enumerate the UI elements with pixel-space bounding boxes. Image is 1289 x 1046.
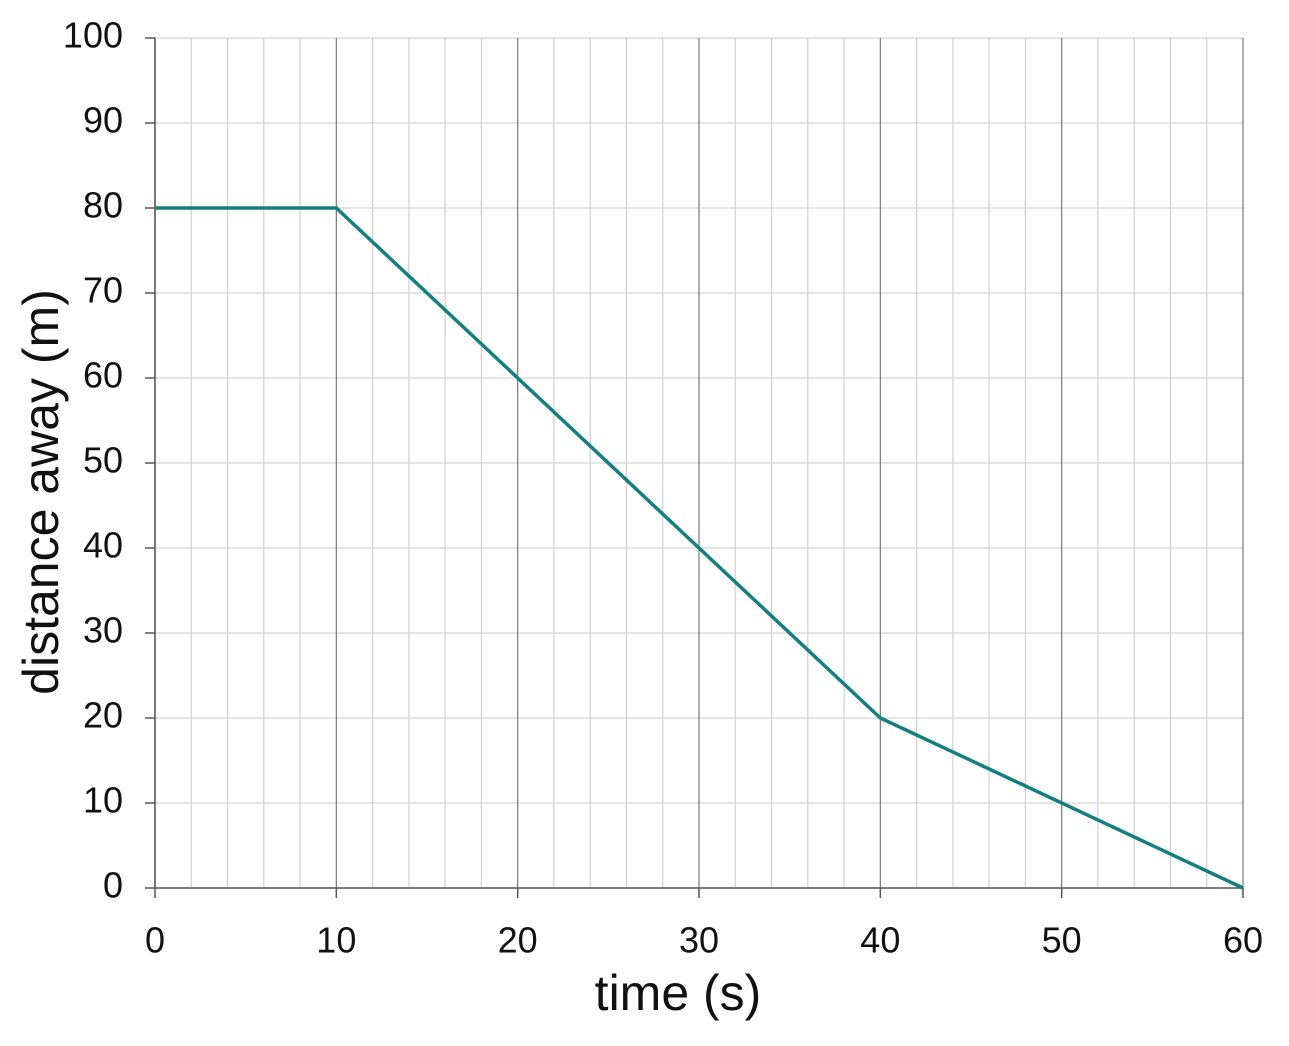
y-tick-label: 100 (63, 15, 123, 56)
x-axis-title: time (s) (595, 965, 762, 1021)
y-tick-label: 50 (83, 440, 123, 481)
data-line (155, 206, 1244, 890)
y-tick-label: 0 (103, 865, 123, 906)
y-tick-label: 70 (83, 270, 123, 311)
x-tick-label: 0 (145, 920, 165, 961)
x-tick-label: 10 (316, 920, 356, 961)
x-tick-label: 50 (1042, 920, 1082, 961)
y-tick-label: 40 (83, 525, 123, 566)
y-axis-title: distance away (m) (13, 289, 69, 695)
x-tick-label: 40 (860, 920, 900, 961)
x-tick-label: 60 (1223, 920, 1263, 961)
x-tick-label: 20 (498, 920, 538, 961)
x-tick-label: 30 (679, 920, 719, 961)
y-tick-label: 20 (83, 695, 123, 736)
y-tick-label: 80 (83, 185, 123, 226)
y-tick-label: 60 (83, 355, 123, 396)
y-tick-label: 90 (83, 100, 123, 141)
y-tick-label: 10 (83, 780, 123, 821)
y-tick-label: 30 (83, 610, 123, 651)
